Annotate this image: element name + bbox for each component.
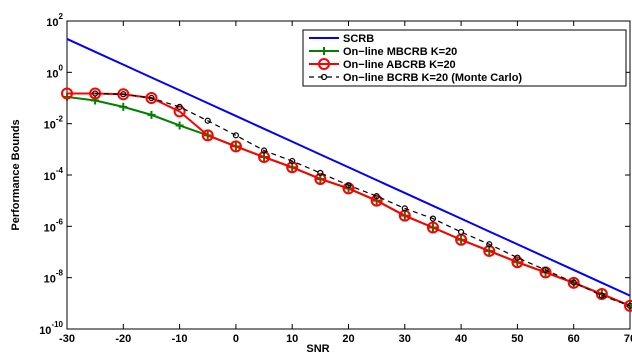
x-tick-label: 50 <box>511 333 523 345</box>
marker <box>370 194 383 207</box>
y-tick-label: 10-6 <box>44 217 64 234</box>
marker <box>176 103 183 111</box>
x-tick-label: 70 <box>624 333 632 345</box>
series-line <box>95 92 631 307</box>
marker <box>148 94 155 102</box>
marker <box>175 121 184 130</box>
marker <box>61 87 73 100</box>
legend-label: On−line BCRB K=20 (Monte Carlo) <box>343 72 522 84</box>
series-line <box>66 38 631 297</box>
marker <box>317 169 324 177</box>
legend-label: SCRB <box>343 33 374 45</box>
x-tick-label: -10 <box>172 333 188 345</box>
legend-box <box>302 29 627 87</box>
y-tick-label: 10-8 <box>44 269 64 286</box>
marker <box>514 254 521 261</box>
y-tick-label: 102 <box>46 12 63 29</box>
marker <box>342 182 355 195</box>
legend-marker <box>320 73 328 81</box>
x-tick-label: 20 <box>342 333 354 345</box>
marker <box>260 147 268 154</box>
x-axis-label: SNR <box>306 343 329 353</box>
marker <box>511 256 524 269</box>
marker <box>314 172 327 185</box>
marker <box>483 244 496 257</box>
x-tick-label: 0 <box>233 333 239 345</box>
x-tick-label: 10 <box>286 333 298 345</box>
marker <box>232 132 239 139</box>
marker <box>345 182 352 189</box>
marker <box>542 266 549 274</box>
legend-label: On−line ABCRB K=20 <box>343 59 456 71</box>
marker <box>201 129 214 142</box>
marker <box>289 157 296 165</box>
marker <box>258 151 271 164</box>
y-tick-label: 100 <box>46 63 63 80</box>
marker <box>567 276 580 289</box>
marker <box>147 110 156 119</box>
marker <box>570 279 577 286</box>
x-tick-label: 40 <box>455 333 467 345</box>
marker <box>458 228 465 236</box>
marker <box>373 193 380 200</box>
marker <box>401 205 408 212</box>
marker <box>595 288 608 301</box>
marker <box>429 215 437 222</box>
marker <box>486 241 493 248</box>
legend-marker <box>320 47 328 55</box>
x-tick-label: -20 <box>115 333 131 345</box>
legend-marker <box>318 58 330 70</box>
marker <box>119 102 128 111</box>
marker <box>229 140 242 153</box>
marker <box>624 299 632 312</box>
marker <box>120 91 127 98</box>
marker <box>92 90 99 97</box>
x-tick-label: 30 <box>399 333 411 345</box>
y-tick-label: 10-2 <box>44 115 64 132</box>
marker <box>426 221 439 234</box>
series-line <box>67 92 631 307</box>
y-axis-label: Performance Bounds <box>10 119 22 230</box>
legend-label: On−line MBCRB K=20 <box>343 46 457 58</box>
marker <box>117 88 130 101</box>
marker <box>286 161 299 174</box>
y-tick-label: 10-4 <box>44 166 64 183</box>
y-tick-label: 10-10 <box>39 320 63 337</box>
x-tick-label: -30 <box>59 333 75 345</box>
marker <box>145 92 158 104</box>
marker <box>626 302 632 309</box>
marker <box>598 292 605 299</box>
marker <box>204 117 211 124</box>
x-tick-label: 60 <box>568 333 580 345</box>
